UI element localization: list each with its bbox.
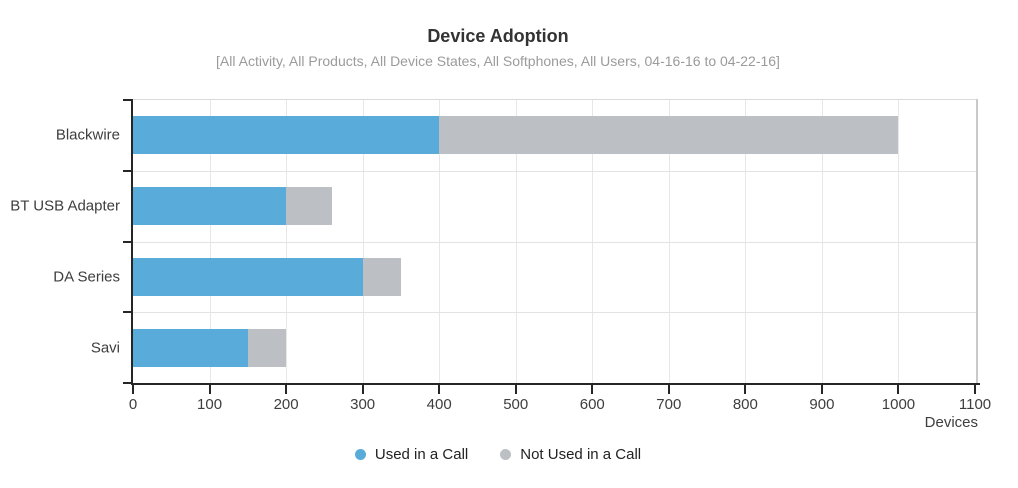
x-tick-label: 400: [426, 396, 452, 413]
y-axis-tick: [123, 169, 133, 172]
chart-legend: Used in a Call Not Used in a Call: [0, 446, 996, 463]
x-axis-tick: [438, 383, 441, 394]
x-axis-tick: [285, 383, 288, 394]
y-axis-tick: [123, 382, 133, 384]
plot-right-border: [976, 99, 978, 383]
x-axis-tick: [591, 383, 594, 394]
legend-item[interactable]: Used in a Call: [354, 446, 469, 463]
legend-label: Not Used in a Call: [520, 446, 642, 463]
gridline-horizontal: [133, 170, 976, 172]
bar-segment[interactable]: [133, 187, 287, 226]
gridline-horizontal: [133, 241, 976, 243]
x-tick-label: 1000: [881, 396, 916, 413]
category-label: Blackwire: [55, 126, 120, 144]
bar-segment[interactable]: [439, 116, 899, 155]
x-axis-tick: [974, 383, 976, 394]
y-axis-tick: [123, 99, 133, 101]
gridline-horizontal: [133, 312, 976, 314]
x-axis-tick: [744, 383, 747, 394]
x-tick-label: 700: [656, 396, 682, 413]
x-tick-label: 900: [809, 396, 835, 413]
category-label: Savi: [90, 339, 120, 357]
x-axis-tick: [208, 383, 211, 394]
category-label: BT USB Adapter: [10, 197, 120, 215]
x-tick-label: 200: [273, 396, 299, 413]
bar-segment[interactable]: [133, 116, 440, 155]
x-tick-label: 0: [128, 396, 138, 413]
x-axis-tick: [132, 383, 134, 394]
bar-segment[interactable]: [133, 328, 248, 367]
x-tick-label: 500: [503, 396, 529, 413]
bar-segment[interactable]: [362, 257, 401, 296]
x-tick-label: 100: [197, 396, 223, 413]
x-axis-tick: [361, 383, 364, 394]
x-axis-line: [131, 383, 980, 385]
chart-subtitle: [All Activity, All Products, All Device …: [216, 53, 780, 69]
x-tick-label: 300: [350, 396, 376, 413]
x-axis-tick: [897, 383, 900, 394]
bar-segment[interactable]: [247, 328, 287, 367]
x-tick-label: 1100: [958, 396, 992, 413]
y-axis-tick: [123, 311, 133, 314]
bar-segment[interactable]: [286, 187, 332, 226]
legend-label: Used in a Call: [374, 446, 469, 463]
legend-item[interactable]: Not Used in a Call: [500, 446, 641, 463]
category-label: DA Series: [53, 268, 120, 286]
x-tick-label: 800: [732, 396, 758, 413]
y-axis-tick: [123, 240, 133, 243]
x-axis-tick: [667, 383, 670, 394]
x-tick-label: 600: [579, 396, 605, 413]
legend-marker-dot: [354, 449, 366, 460]
x-axis-tick: [820, 383, 823, 394]
plot-top-border: [133, 99, 978, 100]
legend-marker-dot: [500, 449, 512, 460]
plot-area: Devices 0 100 200 300 400 500 600 700 800 900 1000…: [10, 99, 991, 431]
x-axis-tick: [514, 383, 517, 394]
bar-segment[interactable]: [133, 257, 363, 296]
chart-title: Device Adoption: [427, 26, 569, 46]
x-axis-title: Devices: [924, 414, 978, 431]
y-axis-line: [131, 100, 133, 385]
